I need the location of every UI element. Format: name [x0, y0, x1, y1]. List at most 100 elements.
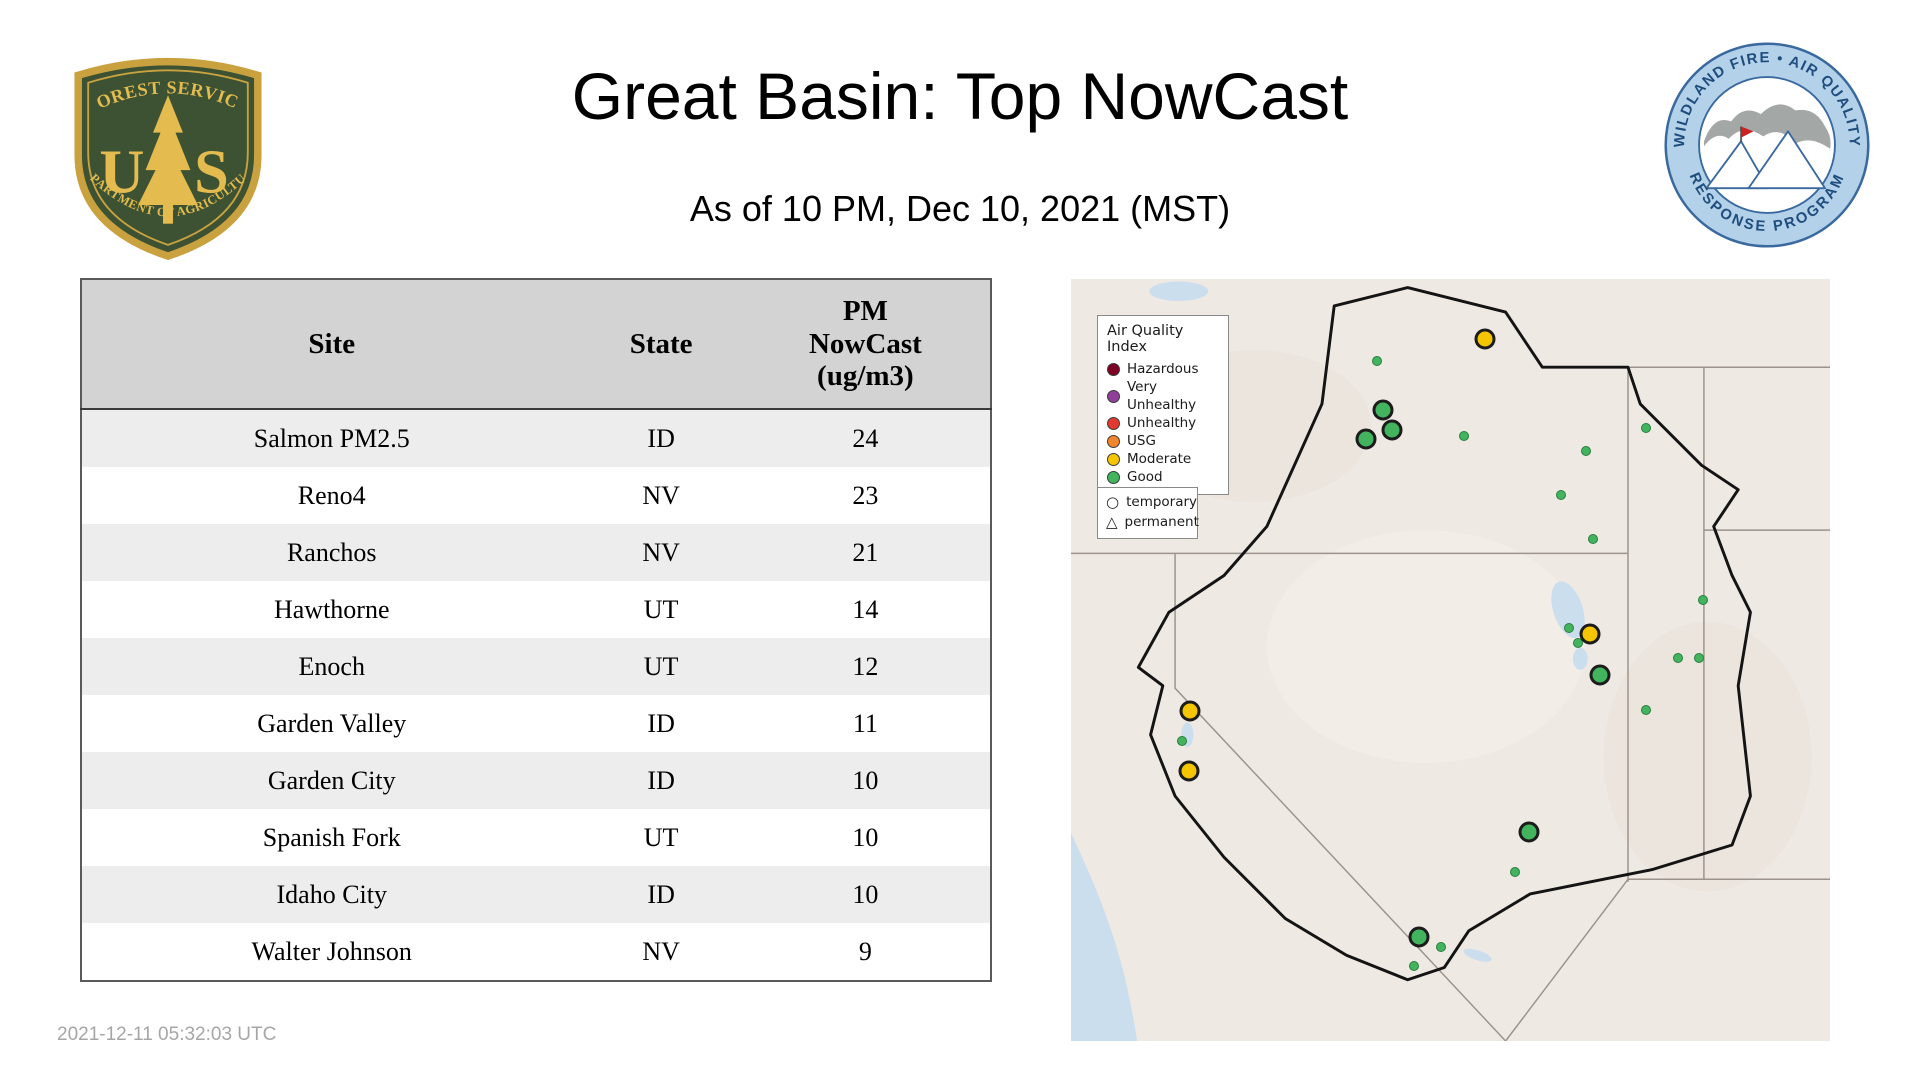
state-cell: ID	[647, 879, 675, 909]
great-salt-lake	[1551, 581, 1585, 639]
pine-tree-icon	[138, 95, 198, 205]
aqi-legend-label: Unhealthy	[1127, 415, 1197, 431]
aqi-legend-title: Air Quality Index	[1107, 323, 1184, 355]
state-cell: ID	[647, 765, 675, 795]
monitor-marker-moderate	[1179, 700, 1201, 722]
monitor-marker-good	[1518, 821, 1540, 842]
aqi-legend-item: Very Unhealthy	[1107, 378, 1219, 414]
state-cell: NV	[642, 537, 680, 567]
aqi-color-dot	[1107, 362, 1120, 376]
page-title: Great Basin: Top NowCast	[571, 59, 1349, 133]
nowcast-table: Site State PM NowCast (ug/m3) Salmon PM2.5…	[80, 278, 992, 982]
monitor-marker-good	[1372, 356, 1383, 367]
ocean	[1071, 832, 1138, 1041]
monitor-type-item: ○ temporary	[1106, 492, 1197, 512]
monitor-marker-good	[1555, 489, 1566, 500]
monitor-type-item: △ permanent	[1106, 512, 1199, 532]
page-subtitle: As of 10 PM, Dec 10, 2021 (MST)	[689, 188, 1231, 229]
nowcast-value-cell: 14	[852, 594, 879, 624]
state-cell: ID	[647, 708, 675, 738]
permanent-symbol-icon: △	[1106, 513, 1118, 531]
nowcast-value-cell: 10	[852, 879, 879, 909]
site-cell: Reno4	[297, 480, 366, 510]
monitor-marker-good	[1641, 423, 1652, 434]
nowcast-value-cell: 21	[852, 537, 879, 567]
monitor-type-label: temporary	[1126, 494, 1198, 510]
state-borders	[1071, 366, 1830, 1041]
logo-inner-circle	[1698, 76, 1836, 214]
monitor-marker-good	[1355, 428, 1377, 450]
lake	[1149, 281, 1209, 302]
table-row: Enoch UT 12	[81, 638, 991, 695]
monitor-marker-good	[1587, 533, 1598, 544]
terrain-shade	[1266, 530, 1586, 763]
site-cell: Idaho City	[276, 879, 388, 909]
site-cell: Hawthorne	[273, 594, 390, 624]
column-header: State	[581, 279, 741, 410]
usfs-shield-graphic: FOREST SERVICE U S DEPARTMENT OF AGRICUL…	[56, 27, 262, 261]
state-cell: UT	[643, 822, 679, 852]
table-row: Salmon PM2.5 ID 24	[81, 409, 991, 467]
monitor-marker-good	[1641, 705, 1652, 716]
aqi-legend-item: USG	[1107, 432, 1219, 450]
site-cell: Spanish Fork	[262, 822, 401, 852]
site-cell: Enoch	[298, 651, 365, 681]
state-cell: NV	[642, 936, 680, 966]
monitor-marker-good	[1564, 623, 1575, 634]
usfs-letter-u: U	[99, 138, 144, 207]
state-cell: UT	[643, 651, 679, 681]
site-cell: Walter Johnson	[251, 936, 412, 966]
generated-timestamp: 2021-12-11 05:32:03 UTC	[57, 1024, 277, 1045]
table-row: Spanish Fork UT 10	[81, 809, 991, 866]
aqi-color-dot	[1107, 389, 1120, 403]
aqi-color-dot	[1107, 452, 1120, 466]
table-row: Idaho City ID 10	[81, 866, 991, 923]
state-cell: NV	[642, 480, 680, 510]
nowcast-value-cell: 23	[852, 480, 879, 510]
nowcast-value-cell: 9	[858, 936, 872, 966]
pine-tree-trunk	[163, 205, 173, 224]
smoke-silhouette	[1704, 104, 1831, 149]
site-cell: Salmon PM2.5	[253, 423, 410, 453]
mountain-icon	[1747, 130, 1826, 190]
site-cell: Ranchos	[286, 537, 377, 567]
aqi-legend-label: Moderate	[1127, 451, 1192, 467]
table-row: Garden Valley ID 11	[81, 695, 991, 752]
monitor-marker-layer	[1071, 279, 1830, 1041]
lake-mead	[1463, 948, 1492, 962]
aqi-legend-label: Good	[1127, 469, 1163, 485]
aqi-legend-item: Unhealthy	[1107, 414, 1219, 432]
nowcast-value-cell: 12	[852, 651, 879, 681]
aqi-legend-item: Hazardous	[1107, 360, 1219, 378]
monitor-marker-good	[1458, 430, 1469, 441]
monitor-marker-moderate	[1474, 328, 1496, 350]
monitor-marker-good	[1435, 941, 1446, 952]
nowcast-value-cell: 10	[852, 765, 879, 795]
monitor-marker-good	[1408, 926, 1430, 948]
terrain-shade	[1603, 622, 1812, 892]
state-cell: ID	[647, 423, 675, 453]
aqi-legend-label: USG	[1127, 433, 1156, 449]
monitor-marker-good	[1510, 866, 1521, 877]
table-row: Reno4 NV 23	[81, 467, 991, 524]
usfs-letter-s: S	[194, 138, 229, 207]
monitor-marker-good	[1581, 445, 1592, 456]
monitor-marker-good	[1673, 652, 1684, 663]
airfire-logo: WILDLAND FIRE • AIR QUALITY RESPONSE PRO…	[1662, 40, 1872, 250]
mountain-icon	[1705, 140, 1770, 190]
aqi-color-dot	[1107, 470, 1120, 484]
aqi-legend-label: Hazardous	[1127, 361, 1199, 377]
monitor-marker-good	[1177, 735, 1188, 746]
monitor-type-label: permanent	[1124, 514, 1199, 530]
aqi-legend-item: Moderate	[1107, 450, 1219, 468]
monitor-marker-moderate	[1579, 623, 1601, 645]
column-header: Site	[81, 279, 582, 410]
utah-lake	[1572, 647, 1588, 670]
usfs-logo: FOREST SERVICE U S DEPARTMENT OF AGRICUL…	[56, 27, 274, 262]
monitor-marker-good	[1589, 664, 1611, 686]
monitor-marker-good	[1381, 419, 1403, 441]
monitor-marker-moderate	[1178, 760, 1200, 782]
table-body: Salmon PM2.5 ID 24 Reno4 NV 23 Ranchos NV 21 Hawt…	[81, 409, 991, 981]
site-cell: Garden Valley	[257, 708, 407, 738]
